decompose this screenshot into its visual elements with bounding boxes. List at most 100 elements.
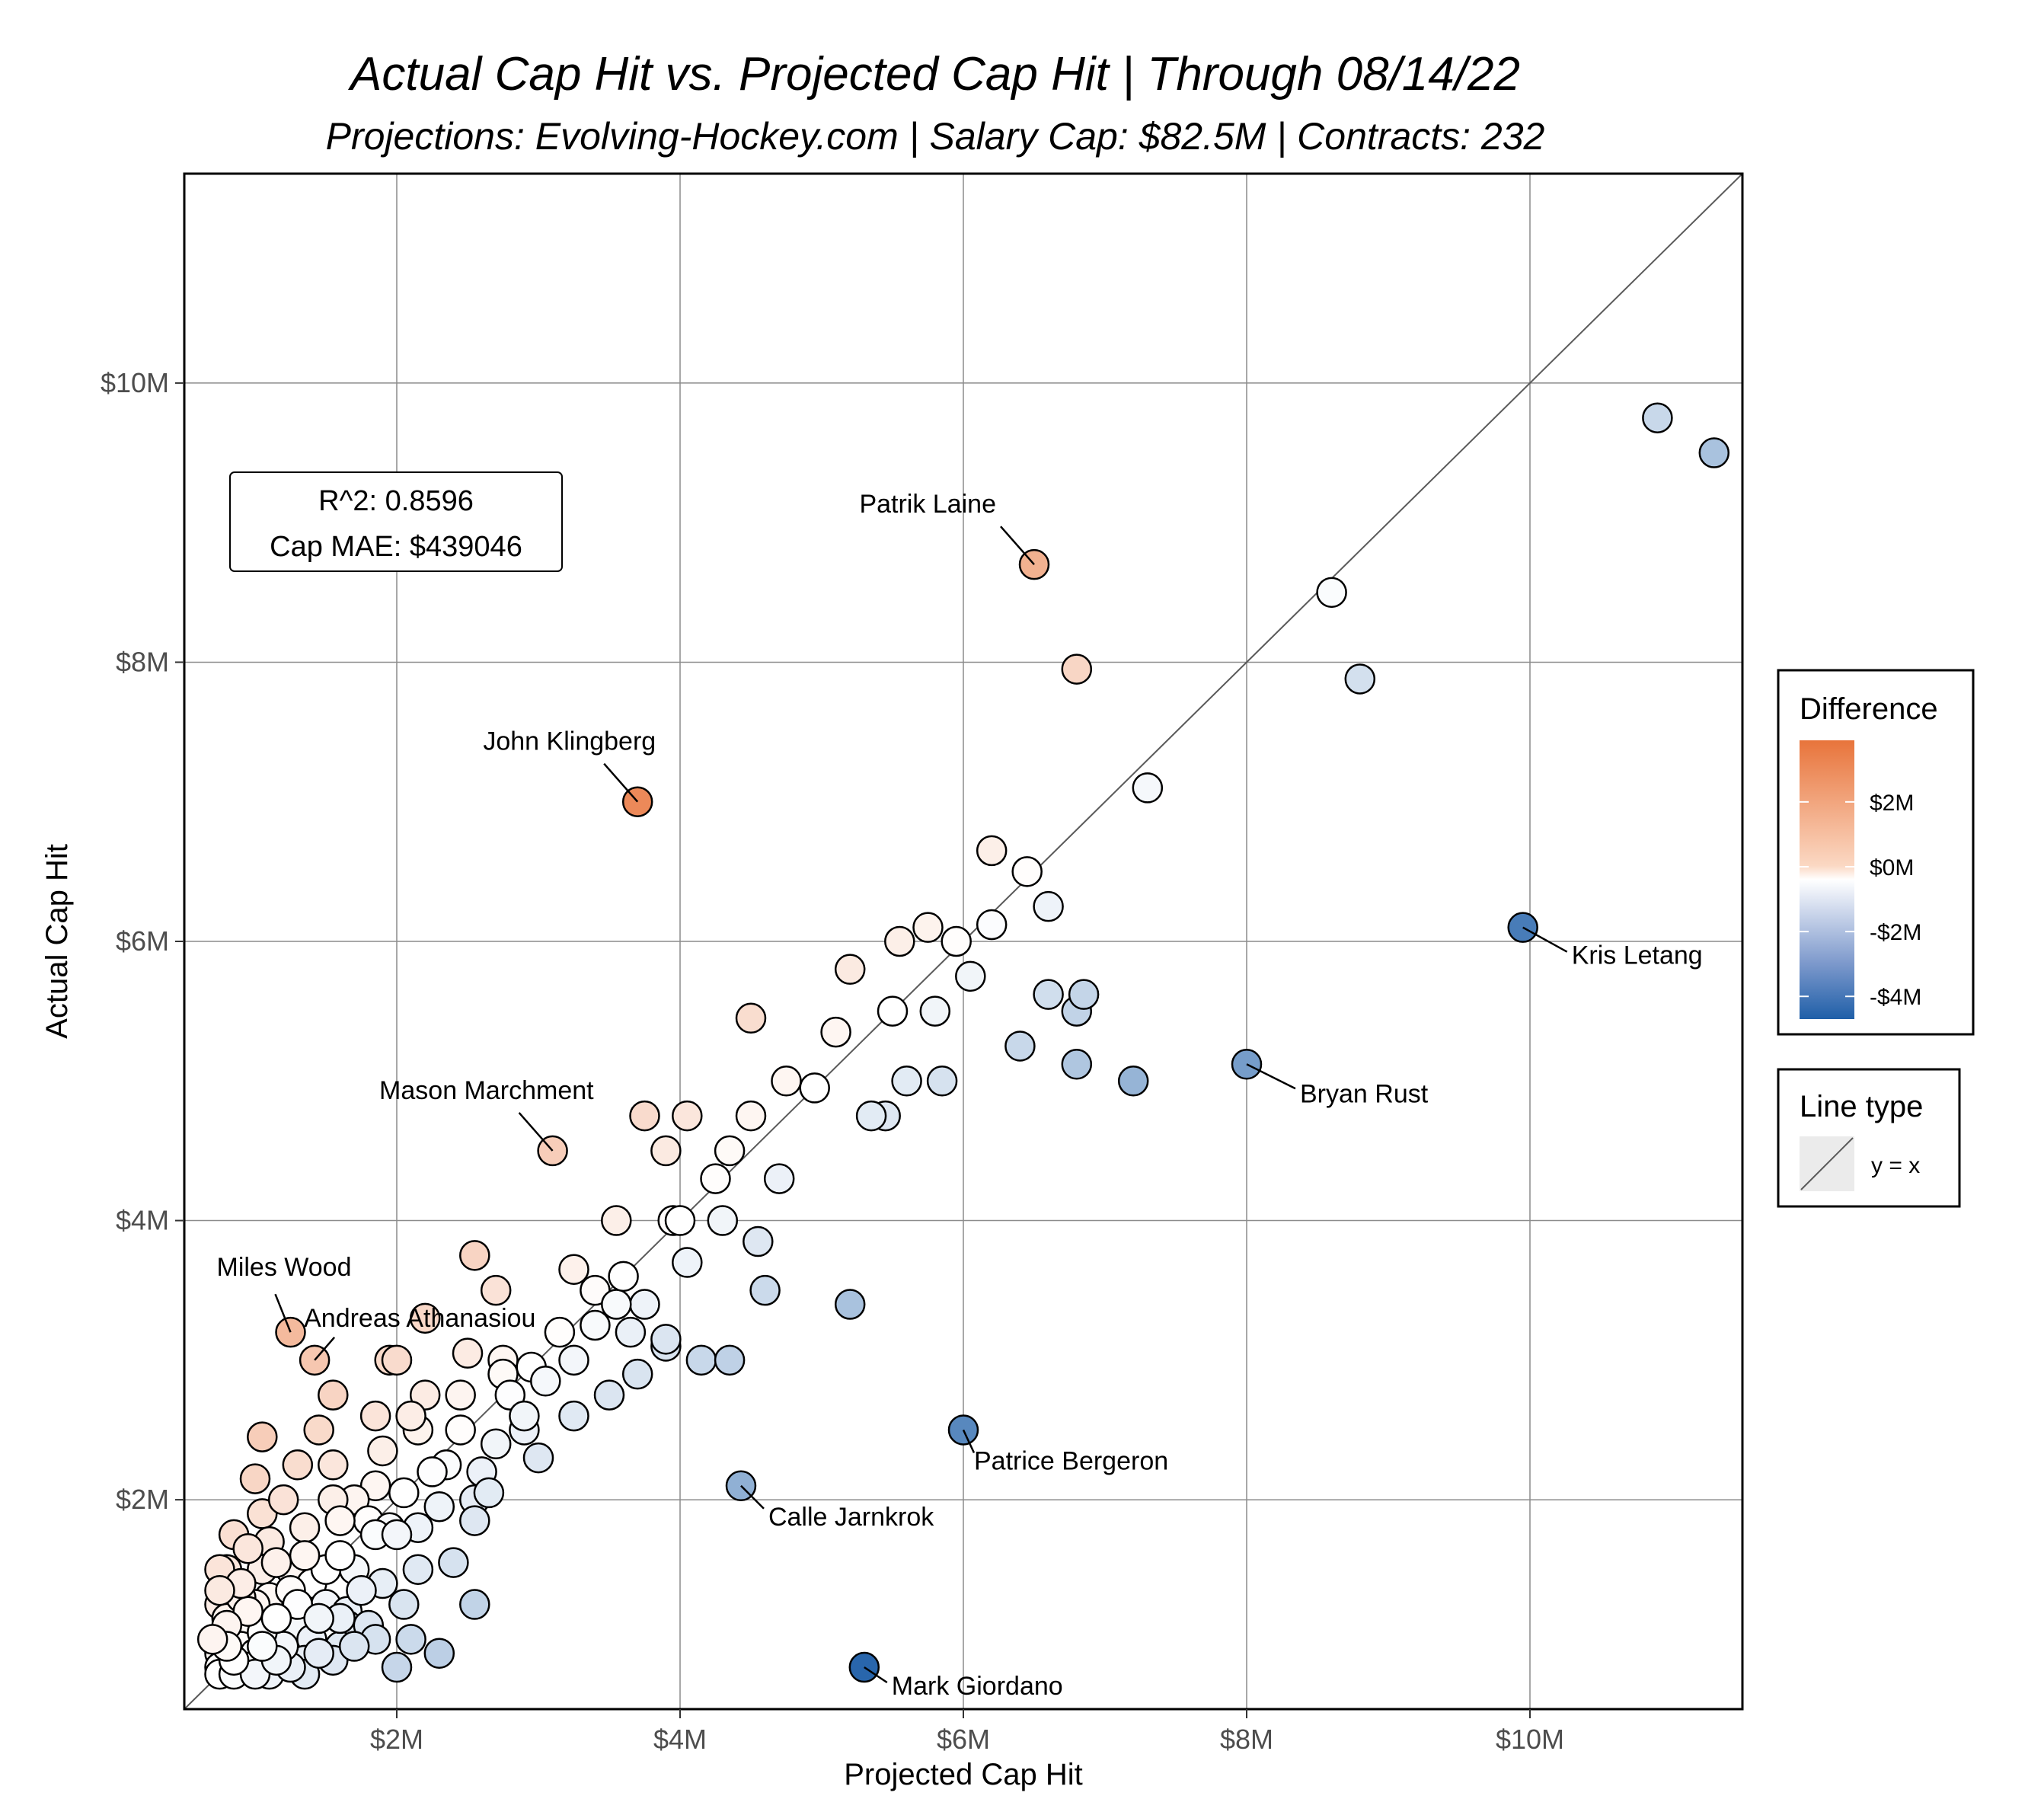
data-point bbox=[685, 1344, 717, 1376]
data-point bbox=[580, 1274, 611, 1306]
data-point bbox=[196, 1624, 228, 1655]
data-point bbox=[346, 1574, 377, 1606]
data-point bbox=[423, 1638, 455, 1669]
data-point bbox=[1061, 653, 1093, 685]
data-point bbox=[522, 1442, 554, 1474]
y-tick-label: $6M bbox=[116, 925, 169, 957]
data-point bbox=[303, 1414, 334, 1446]
data-point bbox=[402, 1554, 434, 1585]
data-point bbox=[763, 1163, 795, 1194]
data-point bbox=[593, 1379, 625, 1411]
data-point bbox=[303, 1638, 334, 1669]
data-point bbox=[423, 1491, 455, 1523]
data-point bbox=[820, 1016, 851, 1048]
data-point bbox=[318, 1379, 349, 1411]
data-point bbox=[1068, 979, 1100, 1010]
legend-tick-label: -$2M bbox=[1870, 920, 1921, 945]
label-leader-line bbox=[1246, 1063, 1296, 1090]
point-label: John Klingberg bbox=[483, 727, 656, 756]
data-point bbox=[395, 1624, 426, 1655]
label-leader-line bbox=[1000, 526, 1035, 565]
data-point bbox=[1132, 772, 1164, 804]
data-point bbox=[884, 925, 915, 957]
data-point bbox=[735, 1100, 767, 1132]
data-point bbox=[621, 1358, 653, 1390]
data-point bbox=[749, 1274, 781, 1306]
data-point bbox=[735, 1002, 767, 1034]
data-point bbox=[629, 1289, 660, 1320]
data-point bbox=[480, 1428, 512, 1460]
data-point bbox=[629, 1100, 660, 1132]
chart-title: Actual Cap Hit vs. Projected Cap Hit | T… bbox=[347, 48, 1520, 101]
label-leader-line bbox=[740, 1484, 765, 1510]
data-point bbox=[473, 1477, 505, 1509]
point-label: Mason Marchment bbox=[379, 1076, 594, 1105]
stats-box: R^2: 0.8596 Cap MAE: $439046 bbox=[229, 471, 563, 572]
data-point bbox=[318, 1449, 349, 1481]
data-point bbox=[1698, 437, 1730, 468]
data-point bbox=[452, 1337, 484, 1369]
data-point bbox=[743, 1225, 774, 1257]
data-point bbox=[855, 1100, 887, 1132]
data-point bbox=[544, 1316, 576, 1348]
data-point bbox=[204, 1574, 235, 1606]
x-tick-label: $4M bbox=[653, 1724, 707, 1755]
data-point bbox=[388, 1477, 420, 1509]
x-tick-label: $8M bbox=[1220, 1724, 1273, 1755]
x-axis-label: Projected Cap Hit bbox=[844, 1758, 1082, 1791]
data-point bbox=[1033, 890, 1064, 922]
data-point bbox=[955, 960, 986, 992]
point-label: Patrik Laine bbox=[859, 490, 996, 519]
mae-text: Cap MAE: $439046 bbox=[270, 531, 522, 563]
data-point bbox=[580, 1309, 611, 1341]
point-label: Calle Jarnkrok bbox=[768, 1503, 934, 1532]
data-point bbox=[1011, 856, 1043, 887]
data-point bbox=[558, 1344, 589, 1376]
data-point bbox=[445, 1414, 476, 1446]
data-point bbox=[919, 995, 951, 1027]
data-point bbox=[260, 1602, 292, 1634]
y-tick-label: $10M bbox=[101, 367, 169, 398]
data-point bbox=[799, 1072, 830, 1104]
data-point bbox=[459, 1589, 490, 1620]
point-label: Patrice Bergeron bbox=[974, 1446, 1168, 1475]
data-point bbox=[381, 1519, 413, 1551]
point-labels: Patrik Laine John Klingberg Kris Letang Bry… bbox=[217, 490, 1703, 1701]
data-point bbox=[247, 1631, 278, 1662]
data-point bbox=[714, 1344, 746, 1376]
data-point bbox=[359, 1470, 391, 1502]
data-point bbox=[707, 1205, 739, 1236]
data-point bbox=[247, 1421, 278, 1452]
data-point bbox=[558, 1400, 589, 1432]
line-type-legend: Line type y = x bbox=[1777, 1068, 1961, 1208]
label-leader-line bbox=[864, 1666, 888, 1684]
data-point bbox=[834, 954, 866, 985]
data-point bbox=[1033, 979, 1064, 1010]
data-point bbox=[1117, 1066, 1149, 1097]
line-legend-title: Line type bbox=[1800, 1090, 1923, 1123]
data-point bbox=[877, 995, 909, 1027]
data-point bbox=[1344, 663, 1376, 695]
y-tick-label: $2M bbox=[116, 1484, 169, 1515]
data-point bbox=[650, 1135, 682, 1167]
data-point bbox=[1061, 1049, 1093, 1080]
data-point bbox=[601, 1289, 632, 1320]
data-point bbox=[558, 1254, 589, 1285]
chart-subtitle: Projections: Evolving-Hockey.com | Salar… bbox=[326, 115, 1545, 158]
y-tick-label: $4M bbox=[116, 1205, 169, 1236]
data-point bbox=[672, 1100, 703, 1132]
data-point bbox=[1642, 402, 1673, 433]
data-point bbox=[381, 1344, 413, 1376]
label-leader-line bbox=[518, 1112, 554, 1152]
color-legend-ticks: $2M $0M -$2M -$4M bbox=[1800, 791, 1921, 1010]
data-point bbox=[459, 1505, 490, 1536]
data-point bbox=[303, 1602, 334, 1634]
color-legend-bar bbox=[1800, 740, 1854, 1019]
data-point bbox=[324, 1505, 356, 1536]
data-point bbox=[395, 1400, 426, 1432]
point-label: Miles Wood bbox=[217, 1253, 352, 1282]
data-point bbox=[700, 1163, 731, 1194]
data-point bbox=[976, 909, 1008, 941]
data-point bbox=[480, 1274, 512, 1306]
line-legend-swatch bbox=[1800, 1137, 1854, 1190]
